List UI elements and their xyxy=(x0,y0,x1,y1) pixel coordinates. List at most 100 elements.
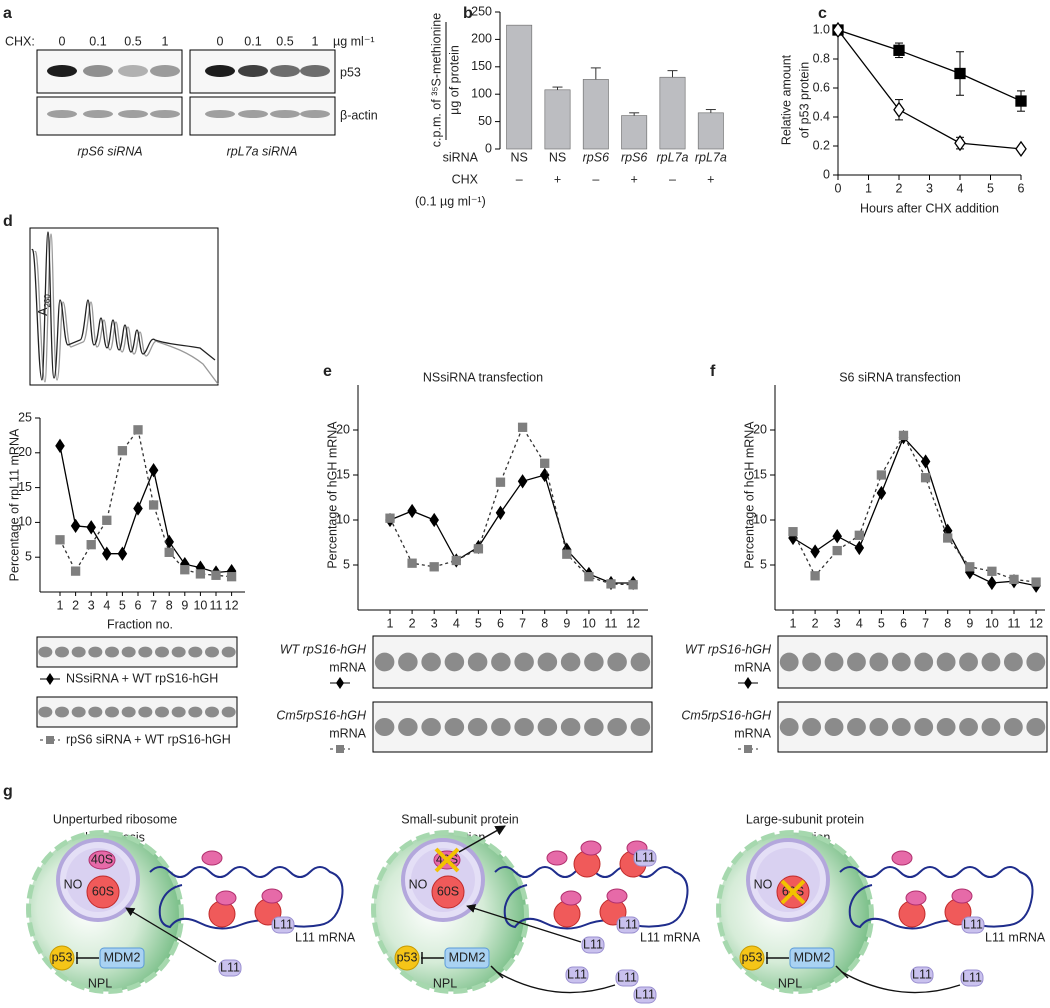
series-line xyxy=(792,435,1037,587)
sirna-label: rpL7a siRNA xyxy=(227,144,298,158)
marker xyxy=(86,540,96,550)
blot-band xyxy=(150,65,180,77)
x-tick-label: rpS6 xyxy=(583,150,609,164)
x-tick-label: 0 xyxy=(835,181,842,195)
blot-band xyxy=(584,718,604,736)
x-tick-label: rpL7a xyxy=(695,150,727,164)
l11-protein xyxy=(218,959,242,977)
y-tick-label: 250 xyxy=(471,4,492,18)
small-subunit xyxy=(261,888,283,904)
x-tick-label: 2 xyxy=(812,616,819,630)
bar xyxy=(697,112,724,150)
x-tick-label: 9 xyxy=(563,616,570,630)
marker xyxy=(133,501,143,516)
marker xyxy=(893,44,905,56)
dose-label: 0.1 xyxy=(244,34,261,48)
blot-caption: mRNA xyxy=(329,660,366,674)
l11-label: L11 xyxy=(617,970,637,984)
subunit-label: 60S xyxy=(437,884,459,898)
marker xyxy=(211,570,221,580)
l11-label: L11 xyxy=(962,970,982,984)
blot-band xyxy=(221,646,236,658)
blot-band xyxy=(779,718,799,736)
blot-band xyxy=(802,718,822,736)
blot-band xyxy=(205,706,219,718)
x-tick-label: 7 xyxy=(150,598,157,612)
x-tick-label: 11 xyxy=(605,616,618,630)
series-line xyxy=(837,29,1022,102)
marker xyxy=(517,474,528,489)
marker xyxy=(832,529,842,544)
mdm2-label: MDM2 xyxy=(104,950,141,964)
l11-protein xyxy=(581,936,605,954)
marker xyxy=(854,530,864,540)
blot-band xyxy=(374,652,395,672)
profile-label: A260 xyxy=(36,294,52,316)
panel-label: b xyxy=(463,5,473,22)
x-tick-label: 8 xyxy=(541,616,548,630)
blot-band xyxy=(421,652,441,672)
marker xyxy=(876,485,887,501)
x-axis-label: Hours after CHX addition xyxy=(860,201,999,215)
blot-band xyxy=(824,652,844,672)
l11-label: L11 xyxy=(273,917,293,931)
marker xyxy=(539,467,550,483)
marker xyxy=(451,555,461,566)
y-tick-label: 200 xyxy=(471,32,492,46)
blot-band xyxy=(1003,718,1023,736)
y-axis-label: Percentage of rpL11 mRNA xyxy=(7,428,21,581)
p53 xyxy=(49,945,75,971)
bar xyxy=(659,76,686,150)
l11-protein xyxy=(271,916,295,934)
series-line xyxy=(389,425,634,586)
blot-band xyxy=(83,110,113,118)
marker xyxy=(495,505,506,520)
x-tick-label: 5 xyxy=(878,616,885,630)
l11-label: L11 xyxy=(618,917,638,931)
dose-label: 1 xyxy=(312,34,319,48)
dose-label: 0.1 xyxy=(89,34,106,48)
x-tick-label: 12 xyxy=(626,616,640,630)
blot-band xyxy=(121,646,136,658)
blot-band xyxy=(607,652,627,672)
unit-label: µg ml⁻¹ xyxy=(333,34,375,48)
x-tick-label: 1 xyxy=(57,598,64,612)
panel-label: c xyxy=(818,5,827,22)
x-tick-label: 6 xyxy=(1018,181,1025,195)
blot-band xyxy=(630,718,651,736)
legend-marker xyxy=(336,677,344,689)
blot-frame xyxy=(372,635,653,689)
x-tick-label: 7 xyxy=(519,616,526,630)
mdm2-label: MDM2 xyxy=(449,950,486,964)
marker xyxy=(407,558,417,568)
x-tick-label: 8 xyxy=(166,598,173,612)
sirna-label: rpS6 siRNA xyxy=(77,144,142,158)
y-tick-label: 20 xyxy=(18,445,32,459)
x-tick-label: 4 xyxy=(856,616,863,630)
nucleolus-label: NO xyxy=(409,877,428,891)
large-subunit xyxy=(86,875,120,909)
blot-band xyxy=(491,718,511,736)
blot-band xyxy=(491,652,511,672)
blot-band xyxy=(188,706,203,718)
marker xyxy=(920,454,931,469)
marker xyxy=(987,575,997,591)
bar xyxy=(506,24,533,150)
dose-label: 1 xyxy=(162,34,169,48)
x-tick-label: 10 xyxy=(582,616,596,630)
y-tick-label: 1.0 xyxy=(813,22,830,36)
x-tick-label: 10 xyxy=(193,598,207,612)
blot-band xyxy=(71,706,86,718)
blot-band xyxy=(779,652,799,672)
l11-label: L11 xyxy=(583,937,603,951)
marker xyxy=(517,422,528,432)
nucleolus-label: NO xyxy=(64,877,83,891)
mrna xyxy=(149,866,344,930)
diagram-title: Large-subunit protein xyxy=(746,812,864,826)
legend-marker xyxy=(744,677,752,689)
l11-label: L11 xyxy=(963,917,983,931)
blot-band xyxy=(802,652,822,672)
x-tick-label: rpS6 xyxy=(621,150,647,164)
blot-band xyxy=(537,718,558,736)
inhibition-bar xyxy=(835,965,849,979)
